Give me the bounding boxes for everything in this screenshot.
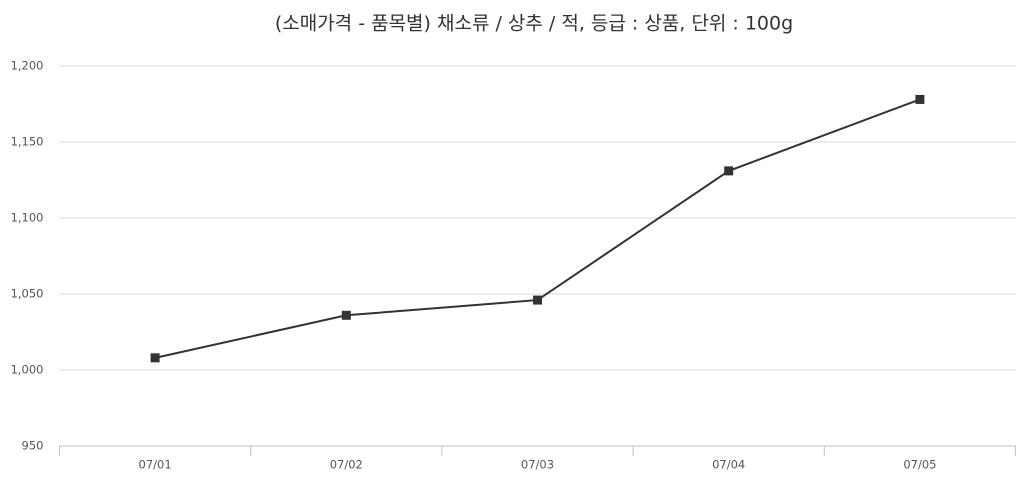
y-tick-label: 950 (22, 439, 44, 453)
chart-title: (소매가격 - 품목별) 채소류 / 상추 / 적, 등급 : 상품, 단위 :… (275, 13, 793, 35)
x-tick-label: 07/05 (903, 458, 936, 472)
data-point (533, 295, 542, 305)
y-tick-label: 1,100 (11, 211, 44, 225)
y-tick-label: 1,050 (11, 287, 44, 301)
x-tick-label: 07/01 (139, 458, 172, 472)
data-point (150, 353, 160, 363)
x-tick-label: 07/02 (330, 458, 363, 472)
data-point (341, 310, 351, 320)
y-tick-label: 1,150 (11, 135, 44, 149)
series-line (154, 98, 921, 359)
y-tick-label: 1,200 (11, 59, 44, 73)
x-tick-label: 07/03 (521, 458, 554, 472)
x-tick-label: 07/04 (712, 458, 745, 472)
data-point (915, 94, 925, 104)
y-tick-label: 1,000 (11, 363, 44, 377)
data-point (724, 166, 734, 176)
